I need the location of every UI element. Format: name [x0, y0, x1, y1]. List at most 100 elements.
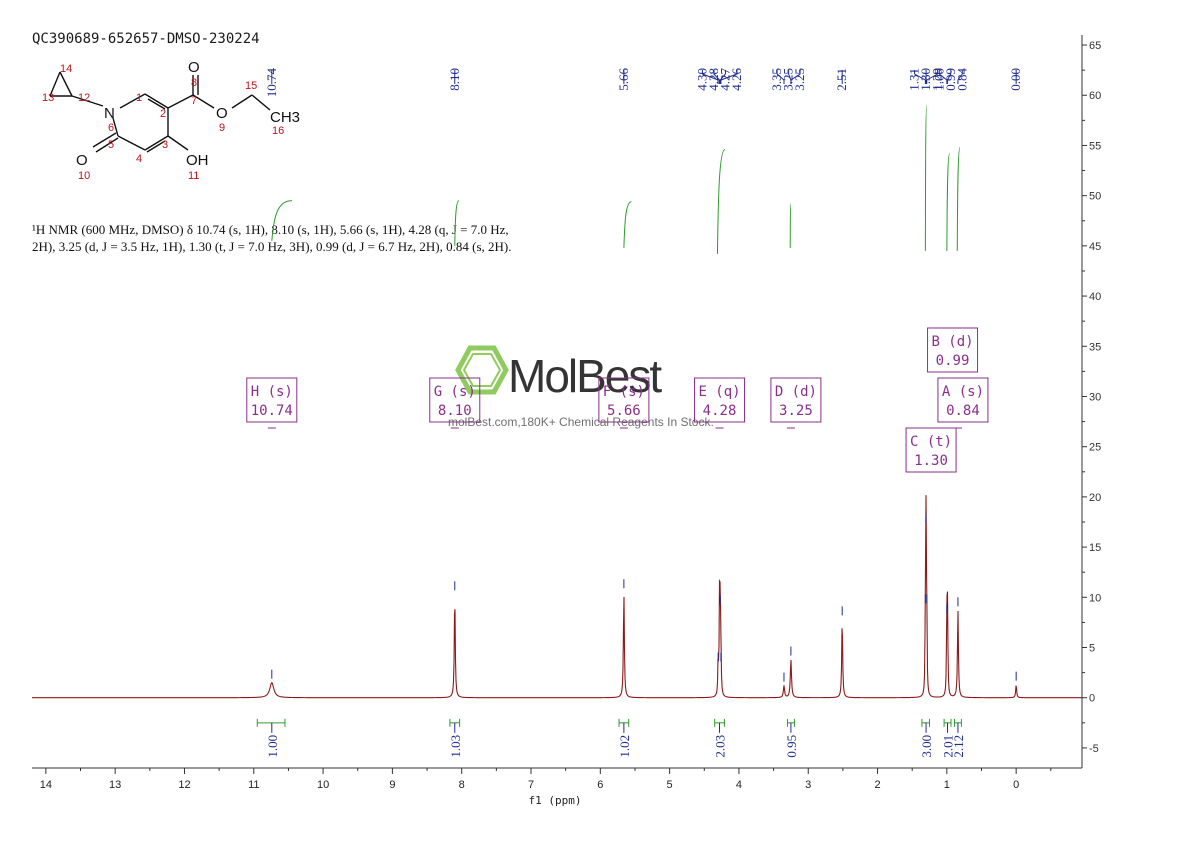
peak-label-leader	[701, 70, 719, 84]
molecule-structure: O O N O OH CH3 1 2 3 4 5 6 7 8 9 10 11 1…	[42, 59, 300, 182]
molbest-logo-icon	[455, 345, 509, 395]
atom-number-8: 8	[191, 77, 197, 89]
peak-label-leader	[914, 70, 926, 84]
y-tick-label: 55	[1089, 140, 1101, 152]
atom-number-5: 5	[108, 139, 114, 151]
nmr-description-line-2: 2H), 3.25 (d, J = 3.5 Hz, 1H), 1.30 (t, …	[32, 239, 511, 254]
multiplet-label: G (s)	[434, 384, 476, 400]
x-tick-label: 9	[389, 779, 395, 791]
y-tick-label: 65	[1089, 40, 1101, 52]
x-axis-label: f1 (ppm)	[529, 794, 582, 807]
integral-curve	[716, 148, 726, 254]
multiplet-shift: 4.28	[703, 403, 737, 419]
atom-number-4: 4	[136, 153, 142, 165]
y-tick-label: 15	[1089, 542, 1101, 554]
peak-label-leader	[957, 70, 963, 84]
watermark-tagline: molBest.com,180K+ Chemical Reagents In S…	[448, 415, 714, 429]
sample-id: QC390689-652657-DMSO-230224	[32, 31, 260, 47]
watermark: MolBest molBest.com,180K+ Chemical Reage…	[448, 345, 714, 429]
x-tick-label: 3	[805, 779, 811, 791]
atom-number-2: 2	[160, 108, 166, 120]
y-tick-label: 50	[1089, 191, 1101, 203]
multiplet-shift: 10.74	[251, 403, 293, 419]
multiplet-box	[937, 377, 989, 423]
peak-label-leader	[926, 70, 939, 84]
atom-number-1: 1	[136, 92, 142, 104]
atom-number-15: 15	[245, 80, 257, 92]
multiplet-shift: 8.10	[438, 403, 472, 419]
y-tick-label: -5	[1089, 743, 1099, 755]
integral-curve	[454, 200, 460, 246]
y-tick-label: 0	[1089, 693, 1095, 705]
multiplet-label: H (s)	[251, 384, 293, 400]
multiplet-shift: 0.99	[936, 353, 970, 369]
multiplet-label: F (s)	[603, 384, 645, 400]
peak-label: 4.27	[717, 68, 732, 91]
atom-n6: N	[104, 105, 115, 122]
multiplet-shift: 3.25	[779, 403, 813, 419]
atom-ch3-16: CH3	[270, 109, 300, 126]
multiplet-label: B (d)	[931, 334, 973, 350]
peak-label-leader	[720, 70, 738, 84]
multiplet-box	[770, 377, 822, 423]
integral-value: 3.00	[919, 735, 934, 758]
atom-oh11: OH	[186, 152, 209, 169]
peak-label-leader	[713, 70, 721, 84]
integral-value: 1.00	[265, 735, 280, 758]
peak-label: 3.35	[769, 68, 784, 91]
peak-label-leader	[947, 70, 952, 84]
multiplet-label: D (d)	[775, 384, 817, 400]
y-tick-label: 40	[1089, 291, 1101, 303]
integral-curve	[789, 203, 792, 248]
peak-label: 4.26	[729, 68, 744, 91]
peak-label: 0.99	[943, 68, 958, 91]
peak-label-leader	[790, 70, 801, 84]
x-tick-label: 2	[874, 779, 880, 791]
multiplet-box	[246, 377, 298, 423]
y-tick-label: 60	[1089, 90, 1101, 102]
multiplet-label: E (q)	[698, 384, 740, 400]
multiplet-shift: 0.84	[946, 403, 980, 419]
integral-value: 2.01	[941, 735, 956, 758]
integral-value: 1.02	[617, 735, 632, 758]
x-tick-label: 1	[944, 779, 950, 791]
peak-label: 4.30	[694, 68, 709, 91]
peak-label: 1.29	[930, 68, 945, 91]
atom-number-13: 13	[42, 92, 54, 104]
peak-label: 4.28	[706, 68, 721, 91]
multiplet-label: C (t)	[910, 434, 952, 450]
peak-label: 3.25	[792, 68, 807, 91]
integral-value: 2.03	[713, 735, 728, 758]
x-tick-label: 4	[736, 779, 742, 791]
atom-number-3: 3	[162, 139, 168, 151]
atom-number-6: 6	[108, 122, 114, 134]
x-tick-label: 12	[178, 779, 190, 791]
atom-number-16: 16	[272, 125, 284, 137]
atom-number-7: 7	[191, 95, 197, 107]
x-tick-label: 5	[667, 779, 673, 791]
peak-label: 0.84	[954, 68, 969, 91]
atom-o9: O	[216, 105, 228, 122]
y-tick-label: 5	[1089, 643, 1095, 655]
nmr-description-line-1: ¹H NMR (600 MHz, DMSO) δ 10.74 (s, 1H), …	[32, 222, 509, 237]
x-tick-label: 0	[1013, 779, 1019, 791]
x-tick-label: 13	[109, 779, 121, 791]
atom-o10: O	[76, 152, 88, 169]
watermark-brand: MolBest	[508, 350, 662, 402]
multiplet-label: A (s)	[942, 384, 984, 400]
atom-number-14: 14	[60, 63, 72, 75]
multiplet-box	[429, 377, 481, 423]
peak-label-leader	[776, 70, 785, 84]
multiplet-shift: 5.66	[607, 403, 641, 419]
integral-curve	[946, 152, 951, 251]
integral-value: 1.03	[448, 735, 463, 758]
y-tick-label: 25	[1089, 442, 1101, 454]
peak-label: 1.00	[931, 68, 946, 91]
integral-curve	[924, 104, 928, 251]
x-tick-label: 11	[248, 779, 259, 791]
multiplet-box	[927, 327, 979, 373]
x-tick-label: 10	[317, 779, 329, 791]
x-tick-label: 7	[528, 779, 534, 791]
x-tick-label: 6	[597, 779, 603, 791]
